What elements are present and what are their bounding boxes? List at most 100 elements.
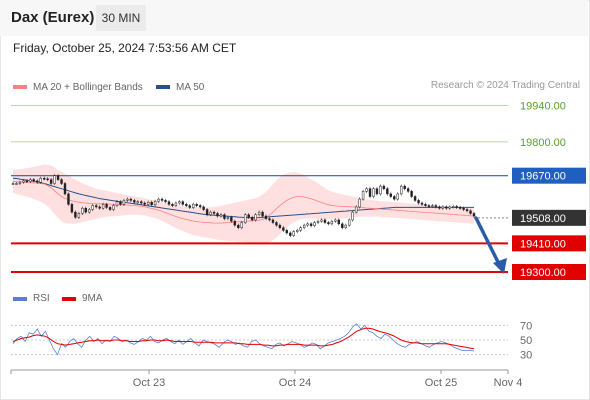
legend-9ma-label: 9MA <box>82 293 103 304</box>
legend-rsi-label: RSI <box>33 293 50 304</box>
candle-body <box>122 200 126 205</box>
candle-body <box>410 191 413 197</box>
candle-body <box>462 207 465 210</box>
candle-body <box>344 224 347 228</box>
candle-body <box>441 206 445 209</box>
candle-body <box>448 206 451 209</box>
candle-body <box>465 209 469 212</box>
candle-body <box>119 201 122 205</box>
candle-body <box>49 179 53 184</box>
candle-body <box>133 200 136 203</box>
candle-body <box>382 185 386 189</box>
candle-body <box>361 191 365 200</box>
timeframe-button[interactable]: 30 MIN <box>96 5 146 31</box>
candle-body <box>98 206 101 209</box>
candle-body <box>112 205 115 210</box>
x-tick-label: Oct 24 <box>279 377 311 389</box>
candle-body <box>56 175 60 180</box>
candle-body <box>157 198 160 202</box>
rsi-tick-label: 30 <box>520 350 532 362</box>
candle-body <box>334 219 337 222</box>
candle-body <box>389 193 393 197</box>
candle-body <box>164 200 167 202</box>
candle-body <box>140 201 143 204</box>
candle-body <box>309 223 313 226</box>
legend-rsi[interactable]: RSI <box>13 293 50 304</box>
candle-body <box>403 185 406 189</box>
legend-ma50[interactable]: MA 50 <box>156 80 204 94</box>
candle-body <box>101 204 105 209</box>
rsi-tick-label: 50 <box>520 335 532 347</box>
ma50-swatch-icon <box>156 85 170 89</box>
candle-body <box>458 207 462 209</box>
candle-body <box>455 206 458 208</box>
candle-body <box>348 219 351 226</box>
candle-body <box>84 207 87 213</box>
candle-body <box>306 223 309 226</box>
candle-body <box>74 211 77 218</box>
candle-body <box>341 223 344 228</box>
candle-body <box>299 227 302 231</box>
candle-body <box>230 217 233 222</box>
legend-bollinger[interactable]: MA 20 + Bollinger Bands <box>13 80 143 94</box>
level-label-box-current <box>512 209 586 226</box>
candle-body <box>94 205 98 208</box>
candle-body <box>375 188 379 195</box>
candle-body <box>396 193 399 200</box>
legend-9ma[interactable]: 9MA <box>62 293 103 304</box>
level-label-box-support <box>512 263 586 280</box>
candle-body <box>209 211 212 215</box>
candle-body <box>244 214 247 223</box>
header-bar: Dax (Eurex) 30 MIN <box>0 0 588 36</box>
level-label-box-pivot <box>512 167 586 184</box>
x-tick-label: Nov 4 <box>494 377 523 389</box>
projection-arrowhead-icon <box>493 257 507 274</box>
level-label-support: 19410.00 <box>520 238 566 250</box>
candle-body <box>271 219 275 223</box>
level-label-resistance: 19940.00 <box>520 100 566 112</box>
candle-body <box>22 180 25 183</box>
candle-body <box>254 214 257 221</box>
candle-body <box>278 224 282 228</box>
candle-body <box>247 214 250 218</box>
candle-body <box>46 178 49 181</box>
instrument-title: Dax (Eurex) <box>11 9 95 26</box>
candle-body <box>81 207 84 214</box>
candle-body <box>330 220 334 225</box>
candle-body <box>171 204 174 206</box>
candle-body <box>15 183 18 185</box>
candle-body <box>285 230 289 234</box>
x-tick-label: Oct 25 <box>425 377 457 389</box>
candle-body <box>372 188 375 197</box>
candle-body <box>192 204 195 208</box>
candle-body <box>386 188 389 195</box>
candle-body <box>146 201 150 205</box>
candle-body <box>160 198 164 201</box>
level-label-pivot: 19670.00 <box>520 171 566 183</box>
candle-body <box>289 232 292 236</box>
level-label-box-resistance <box>512 133 586 150</box>
ma20-line <box>12 181 475 224</box>
candle-body <box>91 205 94 210</box>
candle-body <box>63 183 67 195</box>
candle-body <box>226 217 230 219</box>
candle-body <box>108 207 112 210</box>
candle-body <box>327 222 330 225</box>
candle-body <box>195 204 198 206</box>
candle-body <box>198 205 202 208</box>
candle-body <box>250 217 254 221</box>
x-tick-label: Oct 23 <box>133 377 165 389</box>
candle-body <box>275 222 278 226</box>
candle-body <box>417 200 420 204</box>
candle-body <box>167 201 171 205</box>
rsi-tick-label: 70 <box>520 320 532 332</box>
candle-body <box>115 201 119 206</box>
candle-body <box>413 196 417 201</box>
candle-body <box>358 198 361 208</box>
candle-body <box>205 209 209 215</box>
projection-arrow <box>474 216 502 268</box>
candle-body <box>202 206 205 210</box>
candle-body <box>150 201 153 206</box>
candle-body <box>434 205 438 208</box>
